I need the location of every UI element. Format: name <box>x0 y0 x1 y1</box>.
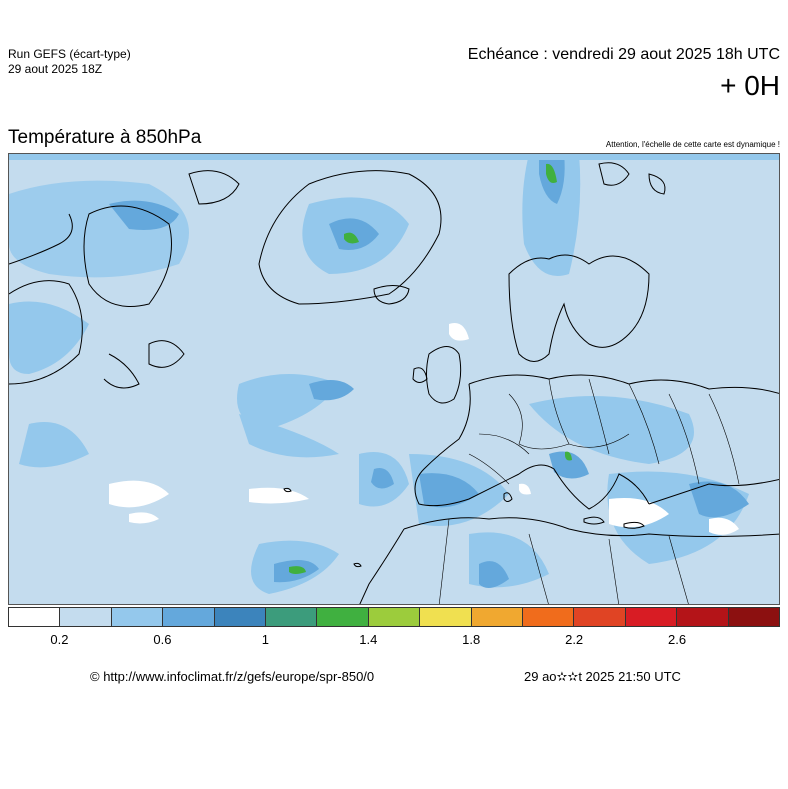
scale-tick-label: 0.2 <box>50 632 69 647</box>
spread-field <box>9 154 779 604</box>
color-swatch <box>368 608 421 626</box>
scale-tick-label: 0.6 <box>153 632 172 647</box>
dynamic-scale-note: Attention, l'échelle de cette carte est … <box>605 140 780 149</box>
color-swatch <box>163 608 215 626</box>
map-title: Température à 850hPa <box>8 127 202 148</box>
color-swatch <box>9 608 61 626</box>
color-swatch <box>317 608 369 626</box>
color-swatch <box>266 608 318 626</box>
source-url[interactable]: © http://www.infoclimat.fr/z/gefs/europe… <box>90 669 375 684</box>
color-swatch <box>677 608 729 626</box>
coastlines <box>9 162 779 604</box>
color-swatch <box>523 608 575 626</box>
color-scale-bar <box>8 607 780 627</box>
color-swatch <box>214 608 267 626</box>
run-date: 29 aout 2025 18Z <box>8 62 103 76</box>
color-swatch <box>60 608 112 626</box>
scale-tick-label: 2.2 <box>565 632 584 647</box>
map-panel <box>8 153 780 605</box>
forecast-valid-time: Echéance : vendredi 29 aout 2025 18h UTC <box>467 46 780 63</box>
spread-map <box>9 154 779 604</box>
color-swatch <box>625 608 678 626</box>
run-title: Run GEFS (écart-type) <box>8 47 131 61</box>
color-swatch <box>574 608 626 626</box>
scale-tick-label: 1.8 <box>462 632 481 647</box>
forecast-offset: + 0H <box>720 70 780 101</box>
color-swatch <box>111 608 164 626</box>
generation-time: 29 ao✫✫t 2025 21:50 UTC <box>524 669 681 684</box>
color-swatch <box>728 608 780 626</box>
borders <box>438 378 740 604</box>
color-scale-labels: 0.2 0.6 1 1.4 1.8 2.2 2.6 <box>8 632 780 650</box>
color-swatch <box>471 608 524 626</box>
scale-tick-label: 1 <box>261 632 269 647</box>
scale-tick-label: 1.4 <box>359 632 378 647</box>
scale-tick-label: 2.6 <box>668 632 687 647</box>
color-swatch <box>420 608 472 626</box>
